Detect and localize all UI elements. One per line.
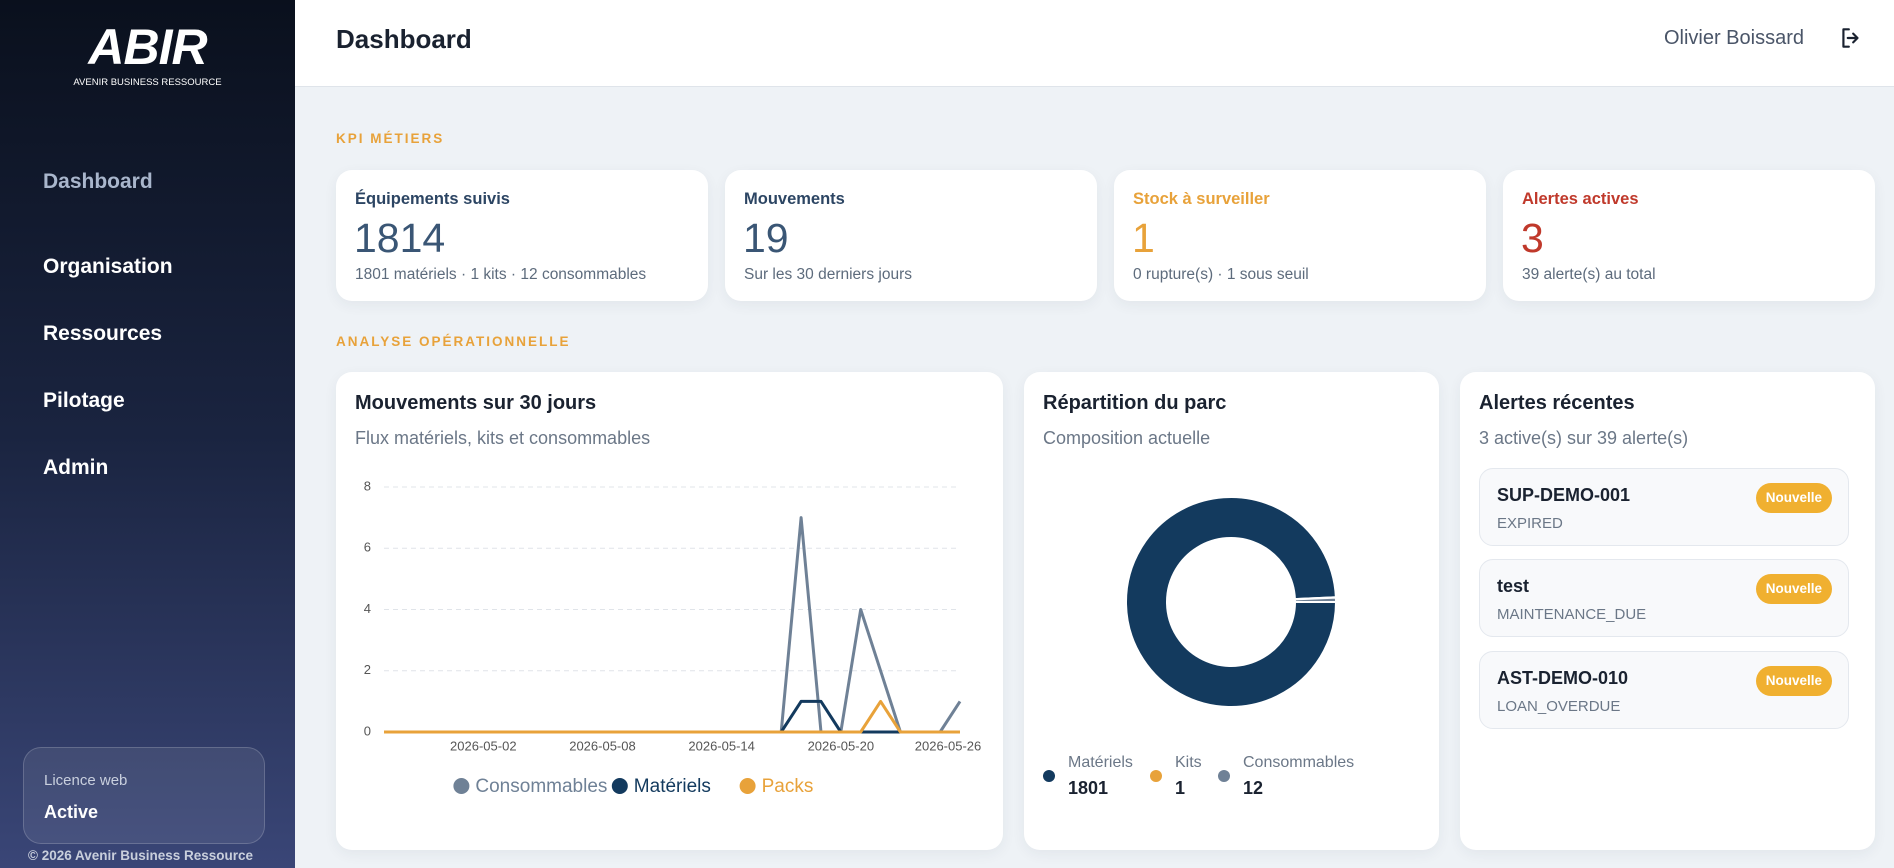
alert-item[interactable]: test MAINTENANCE_DUE Nouvelle bbox=[1479, 559, 1849, 637]
chart-card: Répartition du parc Composition actuelle bbox=[1024, 372, 1439, 850]
alerts-subtitle: 3 active(s) sur 39 alerte(s) bbox=[1479, 428, 1689, 448]
kpi-title: Équipements suivis bbox=[355, 190, 510, 208]
page-title: Dashboard bbox=[336, 24, 472, 54]
alert-code: MAINTENANCE_DUE bbox=[1497, 606, 1647, 623]
chart-title: Mouvements sur 30 jours bbox=[355, 392, 597, 414]
logo: ABIR bbox=[88, 19, 207, 75]
chart-subtitle: Composition actuelle bbox=[1043, 428, 1211, 448]
kpi-detail: 39 alerte(s) au total bbox=[1522, 266, 1656, 283]
alert-name: SUP-DEMO-001 bbox=[1497, 485, 1631, 505]
user-name[interactable]: Olivier Boissard bbox=[1663, 27, 1804, 49]
footer: © 2026 Avenir Business Ressource bbox=[28, 848, 254, 863]
licence-box: Licence web Active bbox=[23, 747, 265, 844]
alerts-title: Alertes récentes bbox=[1479, 392, 1635, 414]
nav-item[interactable]: Organisation bbox=[43, 255, 173, 278]
alert-code: LOAN_OVERDUE bbox=[1497, 698, 1621, 715]
kpi-title: Alertes actives bbox=[1522, 190, 1639, 208]
nav-item[interactable]: Dashboard bbox=[43, 170, 153, 193]
kpi-card: Mouvements 19 Sur les 30 derniers jours bbox=[725, 170, 1097, 301]
kpi-value: 3 bbox=[1521, 215, 1544, 261]
alert-badge: Nouvelle bbox=[1755, 574, 1832, 604]
licence-label: Licence web bbox=[44, 772, 128, 789]
kpi-detail: Sur les 30 derniers jours bbox=[744, 266, 912, 283]
kpi-value: 1814 bbox=[354, 215, 446, 261]
kpi-card: Alertes actives 3 39 alerte(s) au total bbox=[1503, 170, 1875, 301]
kpi-detail: 0 rupture(s) · 1 sous seuil bbox=[1133, 266, 1309, 283]
sidebar: ABIR AVENIR BUSINESS RESSOURCE Dashboard… bbox=[0, 0, 295, 868]
kpi-title: Stock à surveiller bbox=[1133, 190, 1270, 208]
kpi-card: Équipements suivis 1814 1801 matériels ·… bbox=[336, 170, 708, 301]
kpi-value: 1 bbox=[1132, 215, 1155, 261]
nav-item[interactable]: Admin bbox=[43, 456, 109, 479]
alert-badge: Nouvelle bbox=[1755, 666, 1832, 696]
kpi-title: Mouvements bbox=[744, 190, 845, 208]
logo-tagline: AVENIR BUSINESS RESSOURCE bbox=[73, 77, 222, 88]
section-title: ANALYSE OPÉRATIONNELLE bbox=[336, 334, 571, 349]
logout-icon[interactable] bbox=[1838, 25, 1864, 51]
alert-name: test bbox=[1497, 576, 1530, 596]
header: Dashboard Olivier Boissard bbox=[295, 0, 1894, 87]
chart-card: Mouvements sur 30 jours Flux matériels, … bbox=[336, 372, 1003, 850]
alert-item[interactable]: SUP-DEMO-001 EXPIRED Nouvelle bbox=[1479, 468, 1849, 546]
chart-subtitle: Flux matériels, kits et consommables bbox=[355, 428, 651, 448]
licence-status: Active bbox=[44, 802, 99, 822]
kpi-detail: 1801 matériels · 1 kits · 12 consommable… bbox=[355, 266, 647, 283]
alert-code: EXPIRED bbox=[1497, 515, 1563, 532]
kpi-value: 19 bbox=[743, 215, 789, 261]
alert-badge: Nouvelle bbox=[1755, 483, 1832, 513]
section-title: KPI MÉTIERS bbox=[336, 131, 445, 146]
alert-item[interactable]: AST-DEMO-010 LOAN_OVERDUE Nouvelle bbox=[1479, 651, 1849, 729]
alert-name: AST-DEMO-010 bbox=[1497, 668, 1629, 688]
chart-title: Répartition du parc bbox=[1043, 392, 1227, 414]
nav-item[interactable]: Ressources bbox=[43, 322, 163, 345]
kpi-card: Stock à surveiller 1 0 rupture(s) · 1 so… bbox=[1114, 170, 1486, 301]
alerts-card: Alertes récentes 3 active(s) sur 39 aler… bbox=[1460, 372, 1875, 850]
nav-item[interactable]: Pilotage bbox=[43, 389, 125, 412]
